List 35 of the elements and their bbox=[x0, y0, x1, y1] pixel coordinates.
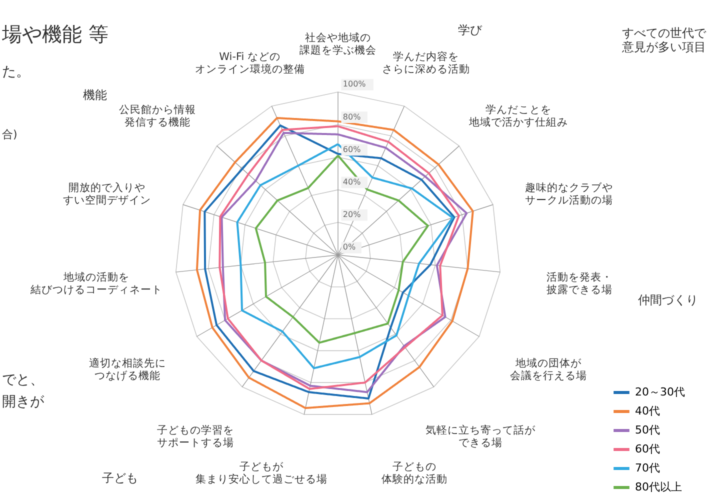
spoke-label: 趣味的なクラブやサークル活動の場 bbox=[524, 181, 613, 207]
text: 子ども bbox=[102, 471, 138, 485]
spoke-label: 学んだ内容をさらに深める活動 bbox=[382, 50, 470, 76]
legend-label: 20～30代 bbox=[635, 386, 685, 398]
text: 仲間づくり bbox=[638, 293, 698, 307]
legend-label: 80代以上 bbox=[635, 480, 682, 494]
spoke-label: 学んだことを地域で活かす仕組み bbox=[468, 104, 568, 128]
y-tick-label: 0% bbox=[342, 242, 356, 252]
spoke-label: 地域の活動を結びつけるコーディネート bbox=[30, 270, 163, 296]
text: すべての世代で意見が多い項目 bbox=[621, 26, 707, 54]
y-tick-label: 60% bbox=[342, 144, 362, 154]
spoke-label: 開放的で入りやすい空間デザイン bbox=[63, 181, 152, 207]
chart-title: 場や機能 等 bbox=[1, 22, 108, 46]
legend-label: 40代 bbox=[635, 404, 660, 418]
legend-label: 60代 bbox=[635, 442, 660, 456]
y-tick-label: 100% bbox=[342, 80, 366, 89]
y-tick-label: 80% bbox=[342, 112, 362, 122]
y-tick-label: 40% bbox=[342, 177, 362, 186]
spoke-label: 適切な相談先につなげる機能 bbox=[89, 356, 166, 382]
spoke-label: 子どもの学習をサポートする場 bbox=[156, 424, 234, 449]
legend-label: 70代 bbox=[635, 462, 660, 474]
spoke-label: 気軽に立ち寄って話ができる場 bbox=[426, 423, 537, 449]
text: 合) bbox=[2, 128, 18, 141]
spoke-label: 地域の団体が会議を行える場 bbox=[510, 356, 587, 382]
text: 学び bbox=[458, 23, 483, 37]
spoke-label: 子どもが集まり安心して過ごせる場 bbox=[195, 461, 328, 486]
y-tick-label: 20% bbox=[342, 210, 362, 220]
spoke-label: 子どもの体験的な活動 bbox=[382, 461, 448, 486]
spoke-label: 活動を発表・披露できる場 bbox=[546, 270, 612, 296]
legend-label: 50代 bbox=[635, 424, 660, 436]
text: 開きが bbox=[2, 394, 45, 410]
text: 機能 bbox=[83, 88, 107, 102]
text: た。 bbox=[2, 64, 30, 80]
text: でと、 bbox=[2, 372, 44, 388]
spoke-label: 公民館から情報発信する機能 bbox=[119, 102, 196, 128]
